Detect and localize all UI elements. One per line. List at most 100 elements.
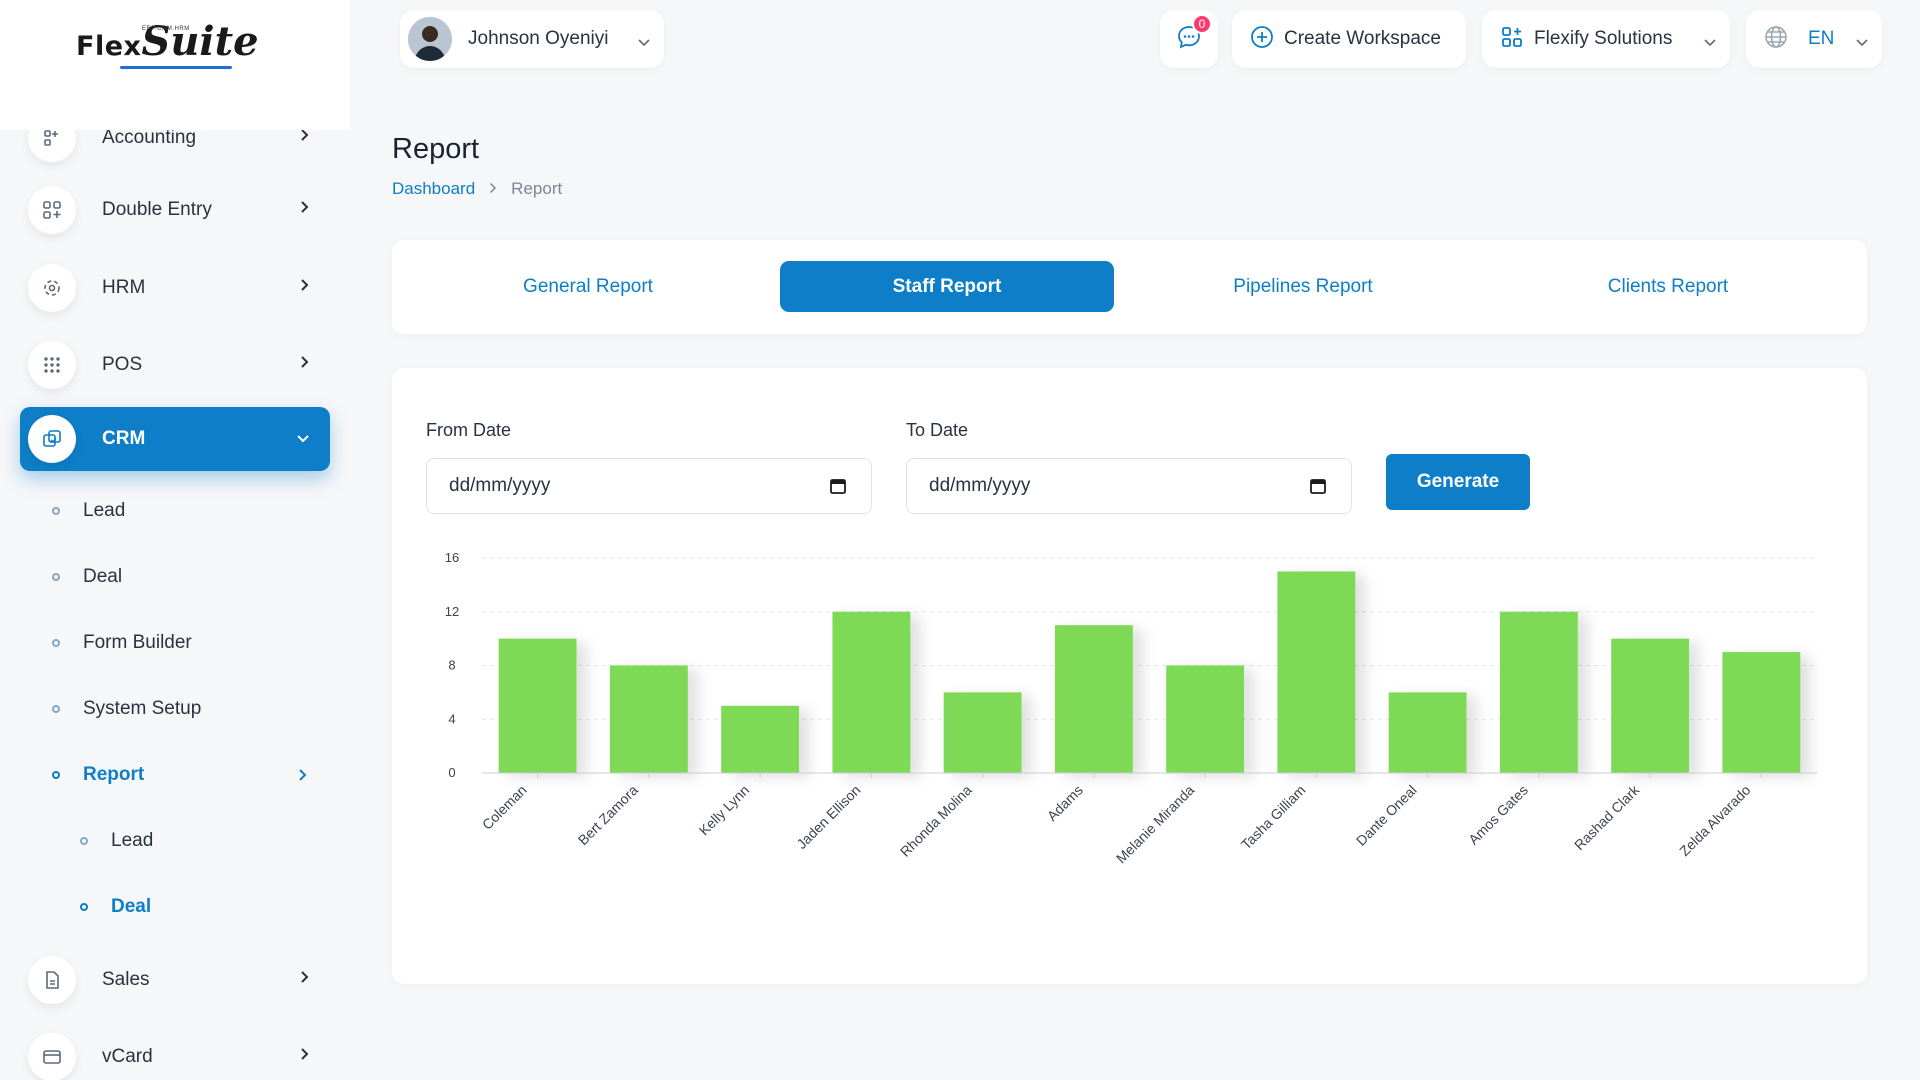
chevron-right-icon <box>300 128 310 147</box>
chart-bar <box>1611 638 1690 773</box>
bullet-icon <box>80 837 88 845</box>
flexsuite-logo[interactable]: FlexSuite ERP.CRM.HRM <box>76 18 259 69</box>
sidebar-item-double-entry[interactable]: Double Entry <box>20 178 330 242</box>
sidebar-item-label: POS <box>102 354 143 375</box>
bullet-icon <box>52 573 60 581</box>
chevron-right-icon <box>300 1047 310 1066</box>
apps-icon <box>1500 25 1524 54</box>
sidebar-item-label: CRM <box>102 428 146 449</box>
notification-badge: 0 <box>1192 14 1212 34</box>
chart-bar <box>1722 652 1801 773</box>
x-tick-label: Zelda Alvarado <box>1676 782 1754 860</box>
chevron-right-icon <box>489 179 497 199</box>
y-tick-label: 16 <box>445 550 459 565</box>
chart-bar <box>609 665 688 773</box>
dots-grid-icon <box>28 341 76 389</box>
chart-bar <box>721 705 800 773</box>
sidebar-subitem-deal[interactable]: Deal <box>52 566 122 588</box>
x-tick-label: Coleman <box>479 782 530 833</box>
globe-icon <box>1764 25 1788 54</box>
sidebar-item-vcard[interactable]: vCard <box>20 1025 330 1080</box>
sidebar-subitem-label: Report <box>83 764 145 785</box>
from-date-input[interactable]: dd/mm/yyyy <box>426 458 872 514</box>
x-tick-label: Adams <box>1044 782 1086 824</box>
calendar-icon[interactable] <box>1309 477 1327 501</box>
avatar <box>408 17 452 61</box>
chevron-down-icon <box>1704 34 1716 52</box>
tab-general-report[interactable]: General Report <box>523 275 653 297</box>
sidebar-item-pos[interactable]: POS <box>20 333 330 397</box>
chart-bar <box>832 611 911 773</box>
language-selector[interactable]: EN <box>1746 10 1882 68</box>
hrm-icon <box>28 264 76 312</box>
sidebar: Accounting FlexSuite ERP.CRM.HRM Double … <box>0 0 350 1080</box>
chevron-right-icon <box>298 768 308 787</box>
generate-button[interactable]: Generate <box>1386 454 1530 510</box>
tab-staff-report[interactable]: Staff Report <box>780 261 1114 312</box>
sidebar-subitem-label: Lead <box>111 830 154 851</box>
y-tick-label: 12 <box>445 604 459 619</box>
to-date-label: To Date <box>906 420 969 440</box>
chevron-right-icon <box>300 970 310 989</box>
sidebar-subsubitem-deal[interactable]: Deal <box>80 896 151 918</box>
chart-bar <box>1388 692 1467 773</box>
grid-plus-icon <box>28 186 76 234</box>
user-menu[interactable]: Johnson Oyeniyi <box>400 10 664 68</box>
breadcrumb-current: Report <box>511 179 563 198</box>
language-code: EN <box>1808 28 1835 49</box>
plus-circle-icon <box>1250 25 1274 54</box>
from-date-value: dd/mm/yyyy <box>449 475 551 496</box>
x-tick-label: Amos Gates <box>1465 782 1531 848</box>
x-tick-label: Rhonda Molina <box>897 782 975 860</box>
sidebar-subitem-form-builder[interactable]: Form Builder <box>52 632 192 654</box>
calendar-icon[interactable] <box>829 477 847 501</box>
messages-button[interactable]: 0 <box>1160 10 1218 68</box>
staff-report-chart: 0 4 8 12 16 Coleman Bert Zamora Kelly Lynn Jaden… <box>445 550 1817 866</box>
x-tick-label: Rashad Clark <box>1571 781 1643 853</box>
x-tick-label: Tasha Gilliam <box>1238 782 1309 853</box>
chart-bar <box>943 692 1022 773</box>
chevron-right-icon <box>300 278 310 297</box>
workspace-selector[interactable]: Flexify Solutions <box>1482 10 1730 68</box>
bullet-icon <box>52 771 60 779</box>
bullet-icon <box>52 507 60 515</box>
sidebar-subitem-lead[interactable]: Lead <box>52 500 125 522</box>
sidebar-subsubitem-lead[interactable]: Lead <box>80 830 153 852</box>
chart-bar <box>498 638 577 773</box>
to-date-value: dd/mm/yyyy <box>929 475 1031 496</box>
sidebar-subitem-label: Deal <box>83 566 123 587</box>
sidebar-item-hrm[interactable]: HRM <box>20 256 330 320</box>
sidebar-subitem-label: Form Builder <box>83 632 192 653</box>
x-tick-label: Kelly Lynn <box>696 782 753 839</box>
chart-bar <box>1277 571 1356 773</box>
x-tick-label: Bert Zamora <box>575 782 641 848</box>
logo-underline <box>120 66 232 69</box>
bullet-icon <box>80 903 88 911</box>
sidebar-item-label: Double Entry <box>102 199 212 220</box>
create-workspace-button[interactable]: Create Workspace <box>1232 10 1466 68</box>
chevron-right-icon <box>300 200 310 219</box>
to-date-input[interactable]: dd/mm/yyyy <box>906 458 1352 514</box>
chevron-down-icon <box>296 431 310 449</box>
chevron-down-icon <box>1856 34 1868 52</box>
sidebar-item-sales[interactable]: Sales <box>20 948 330 1012</box>
sidebar-item-label: vCard <box>102 1046 153 1067</box>
sidebar-subitem-report[interactable]: Report <box>52 764 308 786</box>
card-icon <box>28 1033 76 1080</box>
workspace-name: Flexify Solutions <box>1534 28 1673 49</box>
logo-text: Flex <box>76 31 142 62</box>
create-workspace-label: Create Workspace <box>1284 28 1441 49</box>
user-name: Johnson Oyeniyi <box>468 28 609 49</box>
sidebar-item-crm[interactable]: CRM <box>20 407 330 471</box>
bullet-icon <box>52 639 60 647</box>
breadcrumb-dashboard-link[interactable]: Dashboard <box>392 179 476 198</box>
chart-bar <box>1499 611 1578 773</box>
sidebar-subitem-label: System Setup <box>83 698 202 719</box>
sidebar-item-label: Accounting <box>102 127 197 148</box>
y-tick-label: 0 <box>448 765 455 780</box>
logo-tagline: ERP.CRM.HRM <box>142 26 190 32</box>
tab-pipelines-report[interactable]: Pipelines Report <box>1233 275 1373 297</box>
sidebar-subitem-system-setup[interactable]: System Setup <box>52 698 201 720</box>
sidebar-item-label: HRM <box>102 277 146 298</box>
tab-clients-report[interactable]: Clients Report <box>1607 275 1729 297</box>
